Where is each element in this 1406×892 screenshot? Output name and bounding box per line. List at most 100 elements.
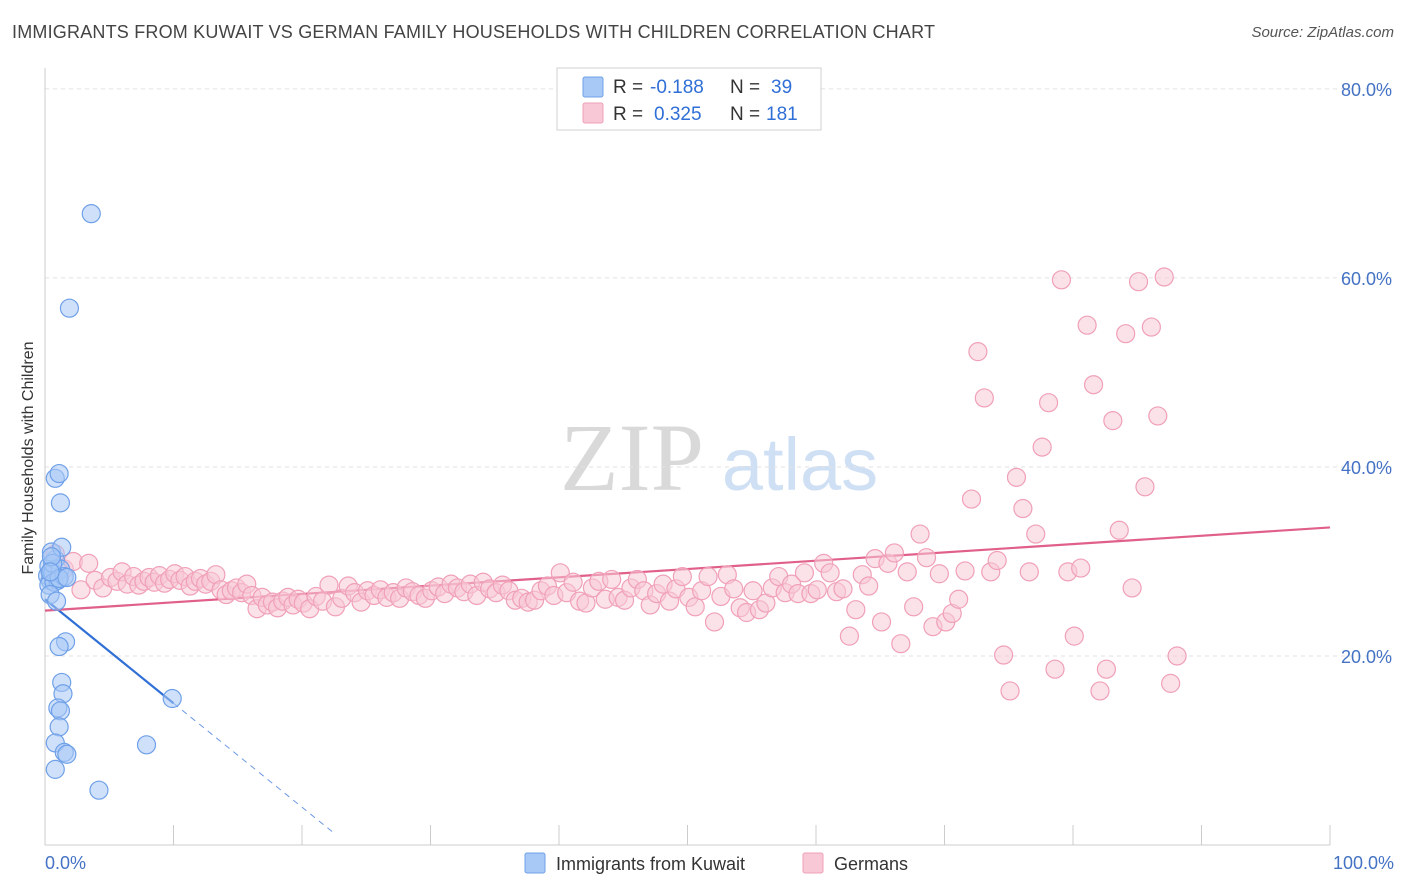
point-germans-180 [1167,646,1187,666]
point-kuwait-23 [49,636,69,657]
point-germans-128 [833,579,853,599]
point-kuwait-31 [57,744,77,764]
y-tick-label-20: 20.0% [1341,647,1392,667]
point-kuwait-28 [49,717,69,737]
point-germans-111 [724,579,744,599]
point-germans-156 [1013,498,1033,519]
legend-n-value-kuwait: 39 [771,77,792,98]
point-germans-126 [820,563,840,583]
point-germans-105 [685,597,705,617]
legend: R = -0.188 N = 39 R = 0.325 N = 181 [556,67,822,131]
point-germans-173 [1122,578,1142,598]
legend-r-value-germans: 0.325 [654,104,702,125]
point-germans-154 [1000,681,1020,701]
point-germans-143 [929,564,949,584]
point-germans-129 [839,626,860,646]
point-germans-140 [910,524,930,544]
point-germans-130 [846,600,866,620]
point-germans-179 [1161,673,1181,693]
point-germans-3 [71,580,91,600]
point-kuwait-34 [136,735,157,755]
point-germans-157 [1019,562,1039,582]
trend-extension-kuwait [173,702,335,834]
point-kuwait-33 [89,780,109,800]
point-germans-170 [1103,411,1123,431]
point-germans-122 [794,563,815,583]
point-germans-178 [1154,267,1174,287]
point-kuwait-35 [162,688,182,709]
point-germans-134 [871,612,892,632]
point-kuwait-37 [57,567,77,588]
chart-source: Source: ZipAtlas.com [1251,24,1394,41]
legend-r-label-kuwait: R = [613,77,643,98]
point-germans-165 [1071,558,1091,578]
point-germans-169 [1096,659,1117,679]
watermark: ZIP atlas [560,404,878,511]
watermark-atlas: atlas [722,423,878,506]
point-germans-132 [859,576,879,596]
point-germans-155 [1006,467,1027,487]
point-germans-160 [1038,393,1059,413]
point-germans-150 [974,388,994,408]
legend-n-label-germans: N = [730,104,760,125]
point-kuwait-13 [46,591,67,611]
point-germans-152 [987,550,1007,571]
point-germans-158 [1026,524,1046,544]
point-kuwait-21 [59,298,80,318]
chart-title: IMMIGRANTS FROM KUWAIT VS GERMAN FAMILY … [12,22,936,42]
bottom-legend-label-kuwait: Immigrants from Kuwait [556,854,745,874]
point-kuwait-38 [40,562,60,582]
point-germans-86 [563,572,583,592]
point-germans-136 [884,543,904,563]
point-germans-166 [1077,315,1097,335]
legend-r-value-kuwait: -0.188 [650,77,704,98]
bottom-legend: Immigrants from Kuwait Germans [524,852,908,874]
x-tick-label-100: 100.0% [1333,853,1394,873]
point-germans-177 [1148,406,1168,426]
points-layer [37,204,1187,800]
point-germans-138 [897,562,917,582]
legend-swatch-germans [582,102,604,124]
point-germans-4 [79,553,99,573]
point-kuwait-32 [45,759,65,779]
point-kuwait-19 [50,493,71,513]
point-germans-114 [743,581,763,601]
point-germans-103 [672,566,692,587]
legend-n-value-germans: 181 [766,104,798,125]
point-germans-171 [1109,520,1129,540]
axis-layer: 20.0% 40.0% 60.0% 80.0% 0.0% 100.0% [44,68,1394,873]
point-germans-175 [1135,477,1155,497]
point-germans-48 [319,575,339,595]
point-kuwait-27 [50,701,71,721]
bottom-legend-swatch-germans [802,852,824,874]
point-germans-174 [1128,272,1149,292]
point-kuwait-18 [49,463,69,484]
point-germans-153 [994,645,1014,665]
point-germans-159 [1032,437,1052,457]
point-germans-162 [1051,270,1072,290]
legend-n-label-kuwait: N = [730,77,760,98]
point-germans-107 [698,566,718,587]
point-germans-137 [891,634,911,654]
y-tick-label-80: 80.0% [1341,80,1392,100]
y-tick-label-40: 40.0% [1341,458,1392,478]
point-germans-139 [904,597,924,617]
point-germans-124 [807,580,827,600]
point-germans-172 [1116,324,1136,344]
point-germans-176 [1141,317,1161,337]
point-germans-167 [1083,375,1104,395]
grid-layer [45,88,1392,657]
point-germans-84 [550,563,570,583]
point-kuwait-20 [81,204,101,224]
point-germans-161 [1045,659,1065,679]
point-germans-148 [961,489,982,509]
bottom-legend-label-germans: Germans [834,854,908,874]
trend-line-kuwait [44,598,175,705]
y-axis-title: Family Households with Children [20,342,37,575]
legend-r-label-germans: R = [613,104,643,125]
x-tick-label-0: 0.0% [45,853,86,873]
point-germans-146 [949,589,969,609]
point-germans-147 [955,561,975,581]
point-germans-149 [968,342,988,362]
